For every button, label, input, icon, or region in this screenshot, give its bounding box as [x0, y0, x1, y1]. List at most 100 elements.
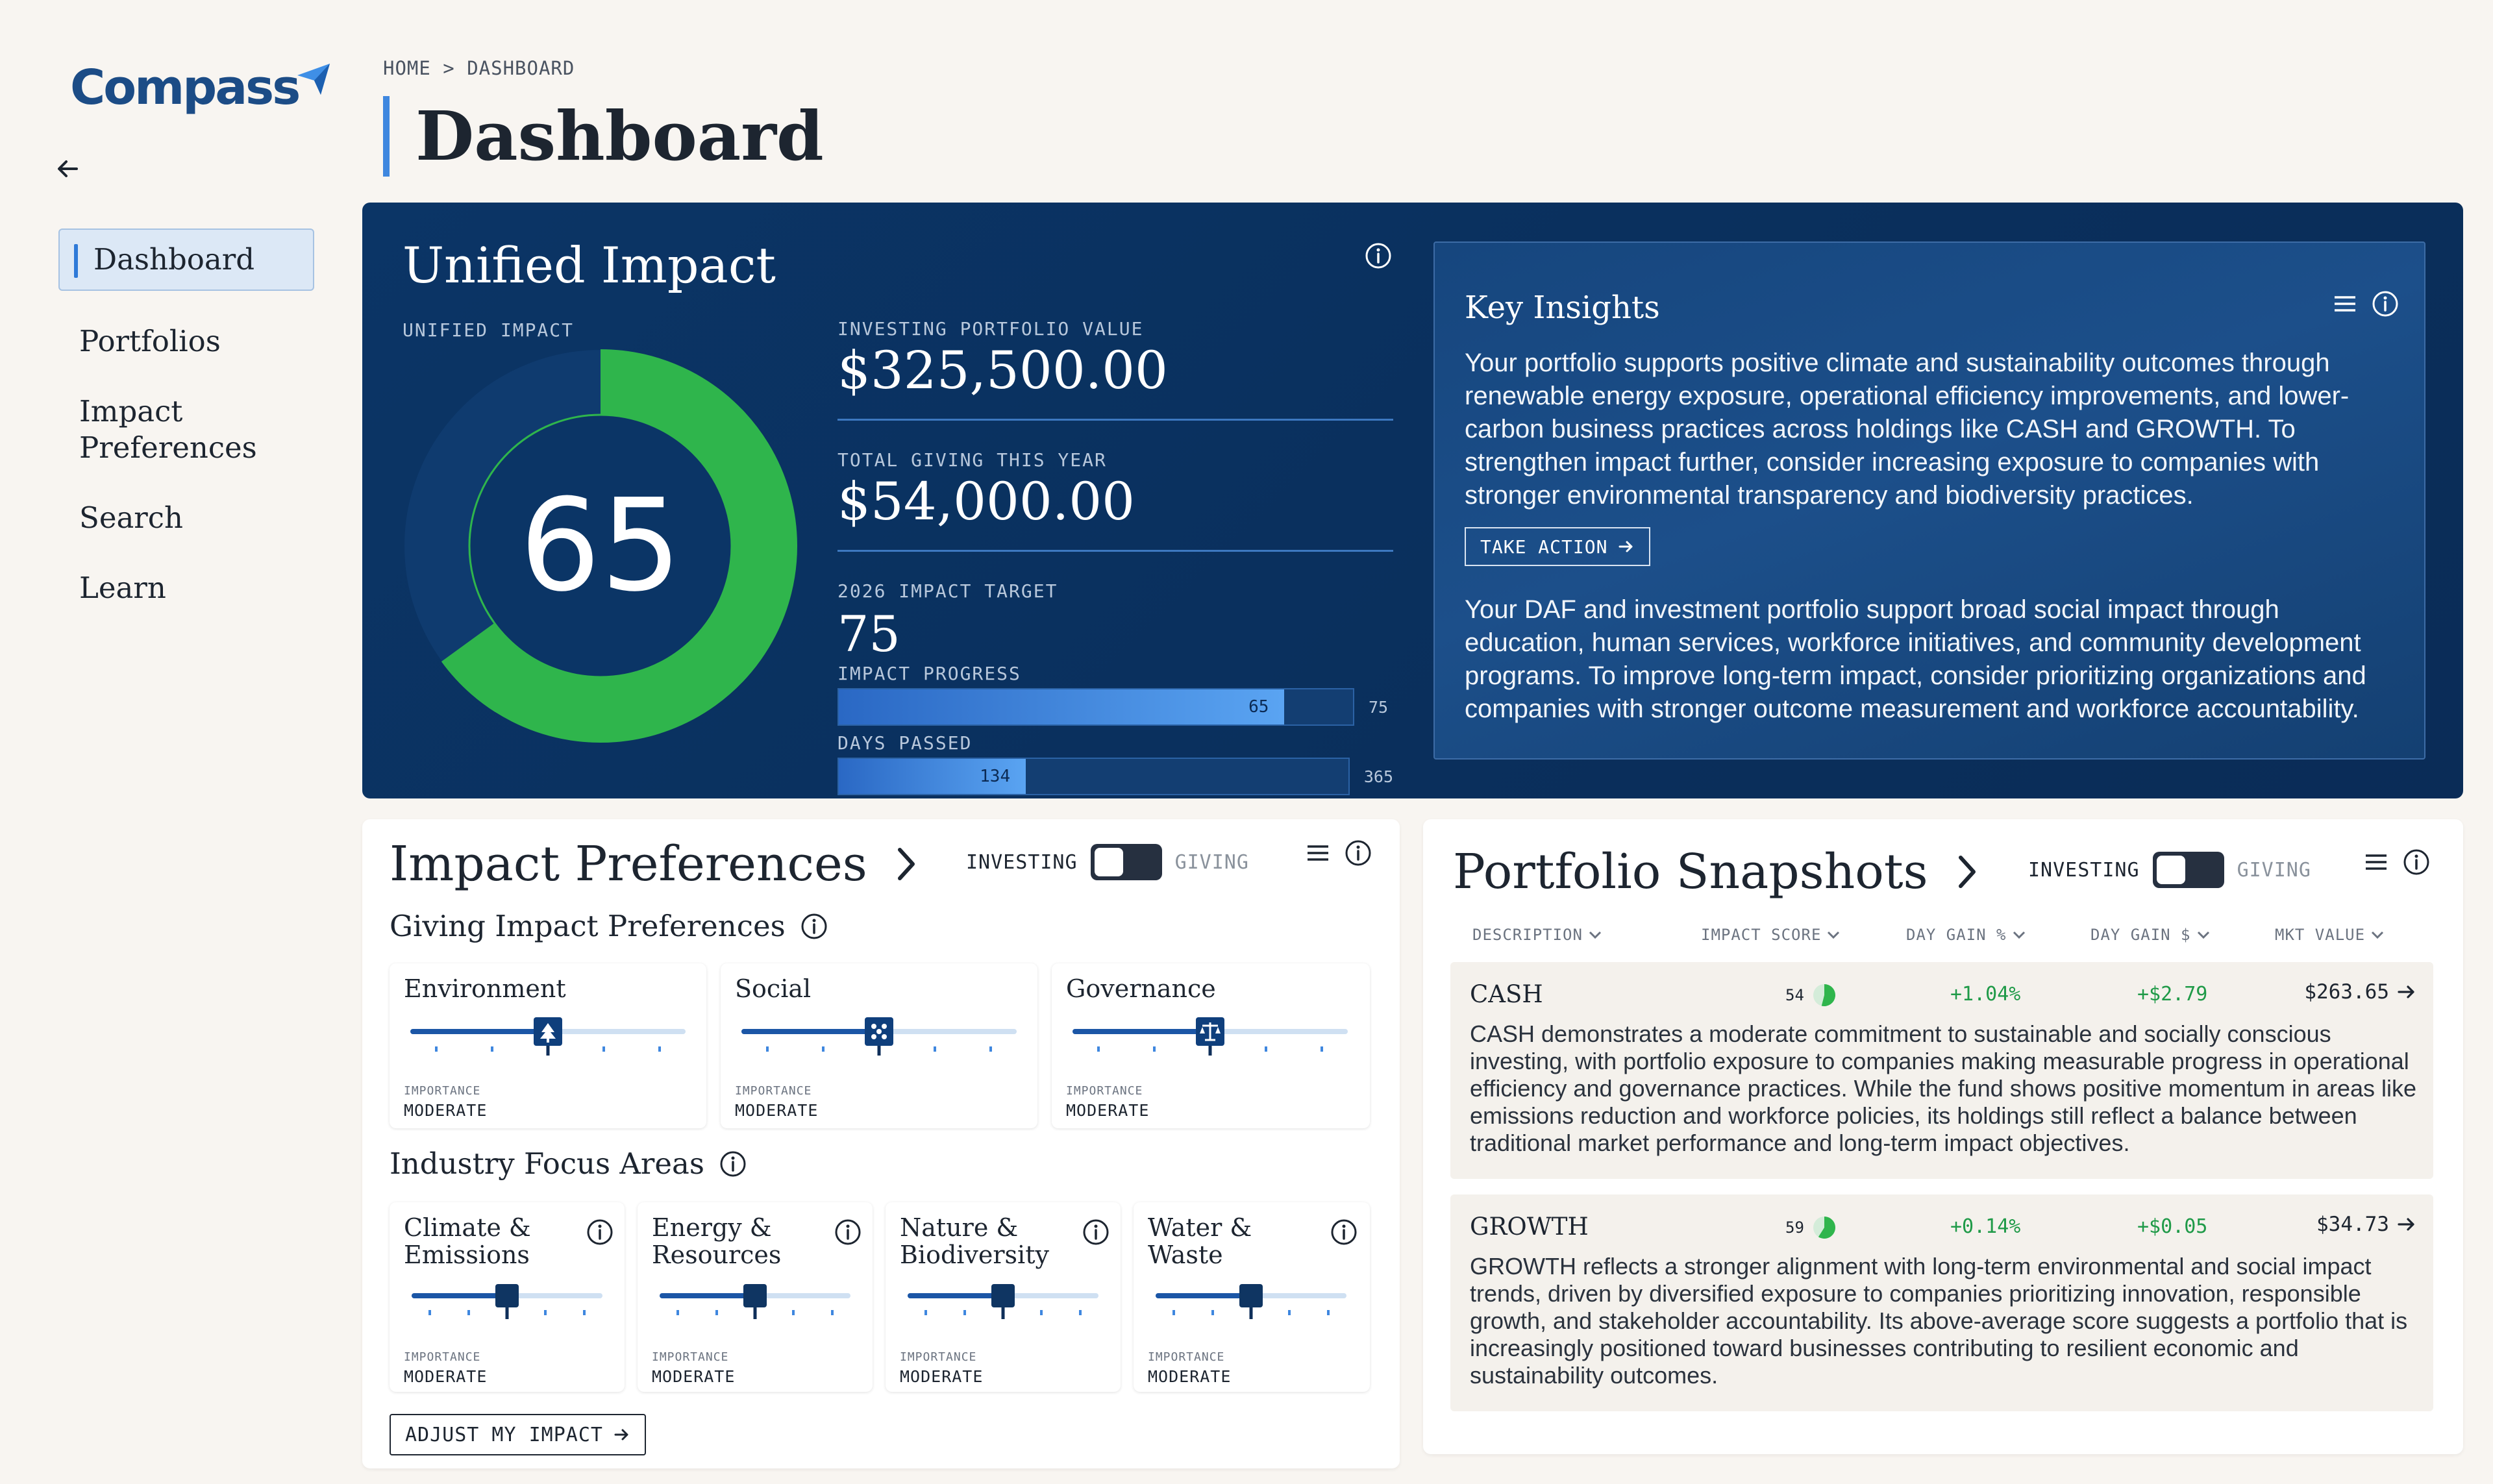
preference-card-governance: Governance IMPORTANCE MODERATE: [1052, 963, 1370, 1128]
importance-label: IMPORTANCE: [1066, 1084, 1143, 1098]
slider-thumb[interactable]: [495, 1284, 519, 1307]
giving-impact-preferences-title: Giving Impact Preferences: [390, 909, 786, 943]
score-pie-slice: [1818, 1217, 1835, 1239]
insight-paragraph-social: Your DAF and investment portfolio suppor…: [1465, 595, 2366, 723]
impact-progress-max: 75: [1369, 697, 1389, 717]
info-icon[interactable]: [1344, 839, 1372, 867]
portfolio-snapshots-card: Portfolio Snapshots INVESTING GIVING DES…: [1423, 819, 2463, 1454]
target-value: 75: [837, 605, 900, 663]
day-gain-pct: +0.14%: [1950, 1215, 2021, 1238]
market-value[interactable]: $34.73: [2316, 1213, 2416, 1236]
sidebar-item-portfolios[interactable]: Portfolios: [58, 323, 314, 360]
table-row[interactable]: CASH 54 +1.04% +$2.79 $263.65 CASH demon…: [1450, 962, 2433, 1179]
column-header-label: DAY GAIN $: [2090, 926, 2191, 944]
info-icon[interactable]: [2371, 290, 2400, 318]
menu-icon[interactable]: [2363, 848, 2389, 876]
key-insights-panel: Key Insights Your portfolio supports pos…: [1433, 241, 2425, 760]
water-slider[interactable]: [1156, 1283, 1346, 1332]
portfolio-snapshots-title: Portfolio Snapshots: [1453, 844, 1928, 900]
column-header-label: IMPACT SCORE: [1701, 926, 1822, 944]
market-value[interactable]: $263.65: [2304, 980, 2416, 1004]
chevron-down-icon: [2197, 931, 2209, 939]
climate-slider[interactable]: [412, 1283, 602, 1332]
column-header-description[interactable]: DESCRIPTION: [1472, 926, 1604, 944]
progress-label: IMPACT PROGRESS: [837, 663, 1021, 684]
industry-label-line: Resources: [652, 1241, 782, 1269]
importance-label: IMPORTANCE: [404, 1350, 481, 1364]
key-insights-title: Key Insights: [1465, 290, 1660, 326]
impact-preferences-header[interactable]: Impact Preferences: [390, 836, 919, 892]
chevron-down-icon: [2371, 931, 2384, 939]
insight-paragraph-environment: Your portfolio supports positive climate…: [1465, 349, 2350, 510]
preference-label: Environment: [404, 974, 566, 1003]
breadcrumb[interactable]: HOME > DASHBOARD: [383, 57, 575, 79]
table-row[interactable]: GROWTH 59 +0.14% +$0.05 $34.73 GROWTH re…: [1450, 1194, 2433, 1411]
toggle-switch[interactable]: [1090, 844, 1162, 880]
investing-giving-toggle[interactable]: INVESTING GIVING: [2028, 852, 2311, 888]
chevron-right-icon: [1958, 856, 1976, 888]
score-pie-icon: [1813, 1217, 1835, 1239]
compass-arrow-icon: [297, 64, 330, 95]
sidebar-nav: Dashboard Portfolios Impact Preferences …: [58, 229, 314, 640]
investing-portfolio-metric: INVESTING PORTFOLIO VALUE $325,500.00: [837, 318, 1393, 421]
info-icon[interactable]: [586, 1218, 614, 1246]
sidebar-item-label: Impact Preferences: [79, 394, 257, 465]
sidebar-item-search[interactable]: Search: [58, 500, 314, 536]
back-arrow-icon[interactable]: [55, 156, 81, 182]
industry-card-climate: Climate & Emissions IMPORTANCE MODERATE: [390, 1202, 625, 1392]
days-passed-fill: [839, 759, 1026, 794]
arrow-right-icon: [2398, 1218, 2414, 1231]
holding-name: CASH: [1470, 980, 1543, 1008]
giving-value: $54,000.00: [837, 471, 1135, 532]
take-action-button[interactable]: TAKE ACTION: [1465, 527, 1651, 566]
slider-thumb[interactable]: [991, 1284, 1015, 1307]
column-header-mkt-value[interactable]: MKT VALUE: [2275, 926, 2386, 944]
importance-value: MODERATE: [735, 1101, 819, 1120]
industry-label: Nature & Biodiversity: [900, 1214, 1049, 1268]
unified-impact-title: Unified Impact: [403, 236, 776, 294]
impact-score: 54: [1785, 983, 1837, 1008]
arrow-right-icon: [614, 1429, 628, 1441]
industry-label-line: Energy &: [652, 1213, 772, 1242]
sidebar-item-dashboard[interactable]: Dashboard: [58, 229, 314, 291]
info-icon[interactable]: [719, 1150, 747, 1178]
nature-slider[interactable]: [908, 1283, 1098, 1332]
column-header-day-gain-usd[interactable]: DAY GAIN $: [2090, 926, 2212, 944]
info-icon[interactable]: [1082, 1218, 1110, 1246]
investing-giving-toggle[interactable]: INVESTING GIVING: [966, 844, 1249, 880]
importance-label: IMPORTANCE: [735, 1084, 812, 1098]
column-header-day-gain-pct[interactable]: DAY GAIN %: [1906, 926, 2028, 944]
environment-slider[interactable]: [410, 1015, 686, 1067]
portfolio-snapshots-header[interactable]: Portfolio Snapshots: [1453, 844, 1980, 900]
importance-label: IMPORTANCE: [652, 1350, 729, 1364]
info-icon[interactable]: [1364, 241, 1393, 270]
adjust-my-impact-button[interactable]: ADJUST MY IMPACT: [390, 1414, 646, 1455]
info-icon[interactable]: [1330, 1218, 1358, 1246]
governance-slider[interactable]: [1073, 1015, 1348, 1067]
days-passed-bar: 134: [837, 758, 1350, 795]
compass-logo[interactable]: Compass: [70, 60, 331, 116]
giving-impact-preferences-heading: Giving Impact Preferences: [390, 909, 828, 943]
industry-card-energy: Energy & Resources IMPORTANCE MODERATE: [638, 1202, 873, 1392]
info-icon[interactable]: [2402, 848, 2431, 876]
impact-progress-value: 65: [1248, 697, 1269, 717]
menu-icon[interactable]: [2332, 290, 2358, 318]
column-header-impact-score[interactable]: IMPACT SCORE: [1701, 926, 1842, 944]
importance-label: IMPORTANCE: [1148, 1350, 1225, 1364]
menu-icon[interactable]: [1305, 839, 1331, 867]
info-icon[interactable]: [834, 1218, 862, 1246]
toggle-switch[interactable]: [2152, 852, 2224, 888]
industry-label-line: Water &: [1148, 1213, 1252, 1242]
slider-thumb[interactable]: [1239, 1284, 1263, 1307]
chevron-right-icon: [897, 848, 915, 880]
column-header-label: DESCRIPTION: [1472, 926, 1583, 944]
total-giving-metric: TOTAL GIVING THIS YEAR $54,000.00: [837, 449, 1393, 552]
social-slider[interactable]: [741, 1015, 1017, 1067]
slider-thumb[interactable]: [743, 1284, 767, 1307]
industry-label-line: Climate &: [404, 1213, 531, 1242]
energy-slider[interactable]: [660, 1283, 850, 1332]
info-icon[interactable]: [800, 912, 828, 941]
sidebar-item-impact-preferences[interactable]: Impact Preferences: [58, 393, 279, 466]
score-pie-slice: [1821, 984, 1835, 1006]
sidebar-item-learn[interactable]: Learn: [58, 570, 314, 606]
